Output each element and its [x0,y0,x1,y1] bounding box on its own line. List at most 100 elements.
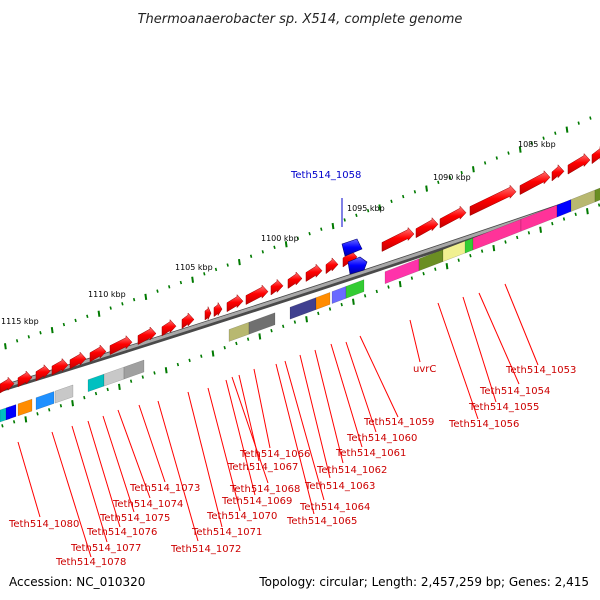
gene-feature-block [315,291,331,310]
highlighted-gene-arrow-1 [341,238,363,257]
gene-label-teth514-1073[interactable]: Teth514_1073 [129,483,200,494]
minor-inner-tick [410,276,414,280]
scale-label-1090: 1090 kbp [433,173,471,182]
major-inner-tick [305,316,308,323]
major-scale-tick [331,222,335,230]
gene-label-teth514-1076[interactable]: Teth514_1076 [86,527,157,538]
major-inner-tick [164,367,168,374]
gene-label-teth514-1062[interactable]: Teth514_1062 [316,465,387,476]
label-leader-line [284,360,325,501]
gene-label-teth514-1075[interactable]: Teth514_1075 [99,513,170,524]
minor-inner-tick [106,387,109,392]
gene-label-teth514-1080[interactable]: Teth514_1080 [8,519,79,530]
highlighted-gene-arrow-2 [347,256,368,275]
minor-scale-tick [179,280,183,285]
minor-inner-tick [59,404,63,408]
gene-label-teth514-1074[interactable]: Teth514_1074 [112,499,183,510]
minor-inner-tick [48,408,51,412]
label-leader-line [504,283,539,366]
gene-label-teth514-1070[interactable]: Teth514_1070 [206,511,277,522]
minor-inner-tick [375,289,378,294]
gene-arrow [439,205,467,229]
gene-label-teth514-1060[interactable]: Teth514_1060 [346,433,417,444]
gene-label-teth514-1071[interactable]: Teth514_1071 [191,527,262,538]
topology-text: Topology: circular; Length: 2,457,259 bp… [258,575,589,589]
minor-scale-tick [27,335,30,339]
label-leader-line [157,400,199,542]
scale-label-1085: 1085 kbp [518,140,556,149]
gene-feature-block [464,237,474,254]
gene-label-teth514-1056[interactable]: Teth514_1056 [448,419,519,430]
highlighted-gene-arrows [341,238,368,275]
gene-label-teth514-1069[interactable]: Teth514_1069 [221,496,292,507]
gene-arrow [381,226,415,252]
label-leader-line [71,425,108,543]
gene-feature-block [570,189,596,212]
minor-scale-tick [226,263,229,267]
gene-arrow [415,217,439,239]
minor-inner-tick [504,240,507,244]
minor-scale-tick [249,254,253,258]
label-leader-line [231,376,269,484]
minor-scale-tick [156,289,159,293]
gene-label-teth514-1078[interactable]: Teth514_1078 [55,557,126,568]
minor-inner-tick [282,324,285,329]
gene-arrow [305,263,323,282]
label-leader-line [138,404,166,483]
minor-inner-tick [480,249,484,253]
gene-label-teth514-1065[interactable]: Teth514_1065 [286,516,357,527]
gene-arrow [69,351,87,370]
minor-inner-tick [176,362,180,367]
gene-label-teth514-1066[interactable]: Teth514_1066 [239,449,310,460]
minor-scale-tick [296,236,300,240]
gene-label-teth514-1059[interactable]: Teth514_1059 [363,417,434,428]
gene-label-teth514-1064[interactable]: Teth514_1064 [299,502,370,513]
label-leader-line [345,341,377,433]
gene-label-teth514-1054[interactable]: Teth514_1054 [479,386,550,397]
label-leader-line [275,363,315,515]
minor-scale-tick [320,227,323,231]
gene-label-teth514-1072[interactable]: Teth514_1072 [170,544,241,555]
gene-arrow [519,170,551,195]
minor-scale-tick [343,218,346,222]
major-inner-tick [539,226,542,233]
major-scale-tick [144,293,148,301]
gene-label-teth514-1063[interactable]: Teth514_1063 [304,481,375,492]
minor-inner-tick [562,217,566,221]
major-scale-tick [4,343,7,350]
gene-label-teth514-1055[interactable]: Teth514_1055 [468,402,539,413]
minor-scale-tick [577,121,580,125]
scale-label-1105: 1105 kbp [175,263,213,272]
minor-scale-tick [62,322,66,327]
gene-label-teth514-1067[interactable]: Teth514_1067 [227,462,298,473]
major-scale-tick [50,327,54,334]
gene-label-teth514-1068[interactable]: Teth514_1068 [229,484,300,495]
gene-feature-block [248,312,276,335]
gene-label-uvrc[interactable]: uvrC [413,364,436,375]
gene-arrow [213,301,223,318]
gene-arrow [287,271,303,289]
label-leader-line [330,343,363,448]
gene-label-teth514-1061[interactable]: Teth514_1061 [335,448,406,459]
label-leader-line [314,349,344,464]
minor-inner-tick [387,285,390,289]
scale-ticks [1,116,600,428]
gene-label-teth514-1053[interactable]: Teth514_1053 [505,365,576,376]
gene-label-teth514-1058[interactable]: Teth514_1058 [290,170,361,181]
minor-scale-tick [460,170,463,175]
gene-feature-block [594,187,600,203]
major-scale-tick [378,204,382,211]
gene-arrow [137,326,157,345]
minor-inner-tick [574,212,577,217]
minor-scale-tick [203,272,206,276]
gene-arrow [161,319,177,337]
gene-arrow [181,312,195,329]
minor-scale-tick [448,175,452,180]
minor-inner-tick [83,395,86,400]
label-leader-line [17,441,41,518]
gene-feature-block [384,258,420,285]
gene-label-teth514-1077[interactable]: Teth514_1077 [70,543,141,554]
major-inner-tick [71,400,74,407]
major-inner-tick [352,298,355,305]
